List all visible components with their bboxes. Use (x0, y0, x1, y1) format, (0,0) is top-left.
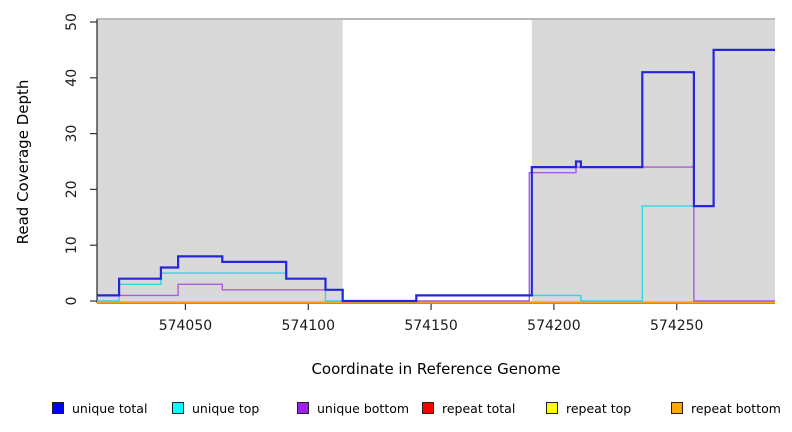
legend-label: unique bottom (317, 400, 410, 416)
series-lines (97, 48, 775, 304)
legend-swatch-icon (172, 402, 184, 414)
shaded-region (531, 20, 775, 302)
shaded-regions (97, 20, 775, 302)
legend-item-unique-top: unique top (172, 398, 259, 418)
x-tick-label: 574200 (527, 318, 580, 334)
legend-item-unique-total: unique total (52, 398, 147, 418)
x-tick-label: 574050 (159, 318, 212, 334)
x-tick-label: 574250 (650, 318, 703, 334)
y-tick-label: 10 (64, 236, 80, 254)
legend: unique total unique top unique bottom repea… (0, 398, 792, 422)
legend-item-repeat-total: repeat total (422, 398, 515, 418)
legend-swatch-icon (297, 402, 309, 414)
shaded-region (97, 20, 343, 302)
legend-label: unique total (72, 400, 148, 416)
legend-label: unique top (192, 400, 260, 416)
y-tick-label: 30 (64, 125, 80, 143)
x-tick-label: 574100 (282, 318, 335, 334)
legend-item-unique-bottom: unique bottom (297, 398, 409, 418)
x-tick-label: 574150 (404, 318, 457, 334)
y-tick-label: 40 (64, 69, 80, 87)
legend-swatch-icon (671, 402, 683, 414)
y-axis-label: Read Coverage Depth (14, 80, 32, 245)
legend-swatch-icon (422, 402, 434, 414)
y-tick-label: 0 (64, 297, 80, 306)
y-tick-label: 20 (64, 180, 80, 198)
legend-item-repeat-bottom: repeat bottom (671, 398, 781, 418)
legend-label: repeat bottom (691, 400, 781, 416)
y-tick-label: 50 (64, 13, 80, 31)
legend-swatch-icon (52, 402, 64, 414)
tick-labels: 574050 574100 574150 574200 574250 0 10 20 30 40 5… (64, 13, 703, 334)
series-unique-total (97, 48, 775, 303)
legend-label: repeat top (566, 400, 632, 416)
x-axis-label: Coordinate in Reference Genome (311, 360, 560, 378)
series-unique-bottom (97, 166, 775, 302)
plot-canvas: 574050 574100 574150 574200 574250 0 10 20 30 40 5… (14, 13, 775, 378)
legend-swatch-icon (546, 402, 558, 414)
legend-label: repeat total (442, 400, 516, 416)
legend-item-repeat-top: repeat top (546, 398, 631, 418)
